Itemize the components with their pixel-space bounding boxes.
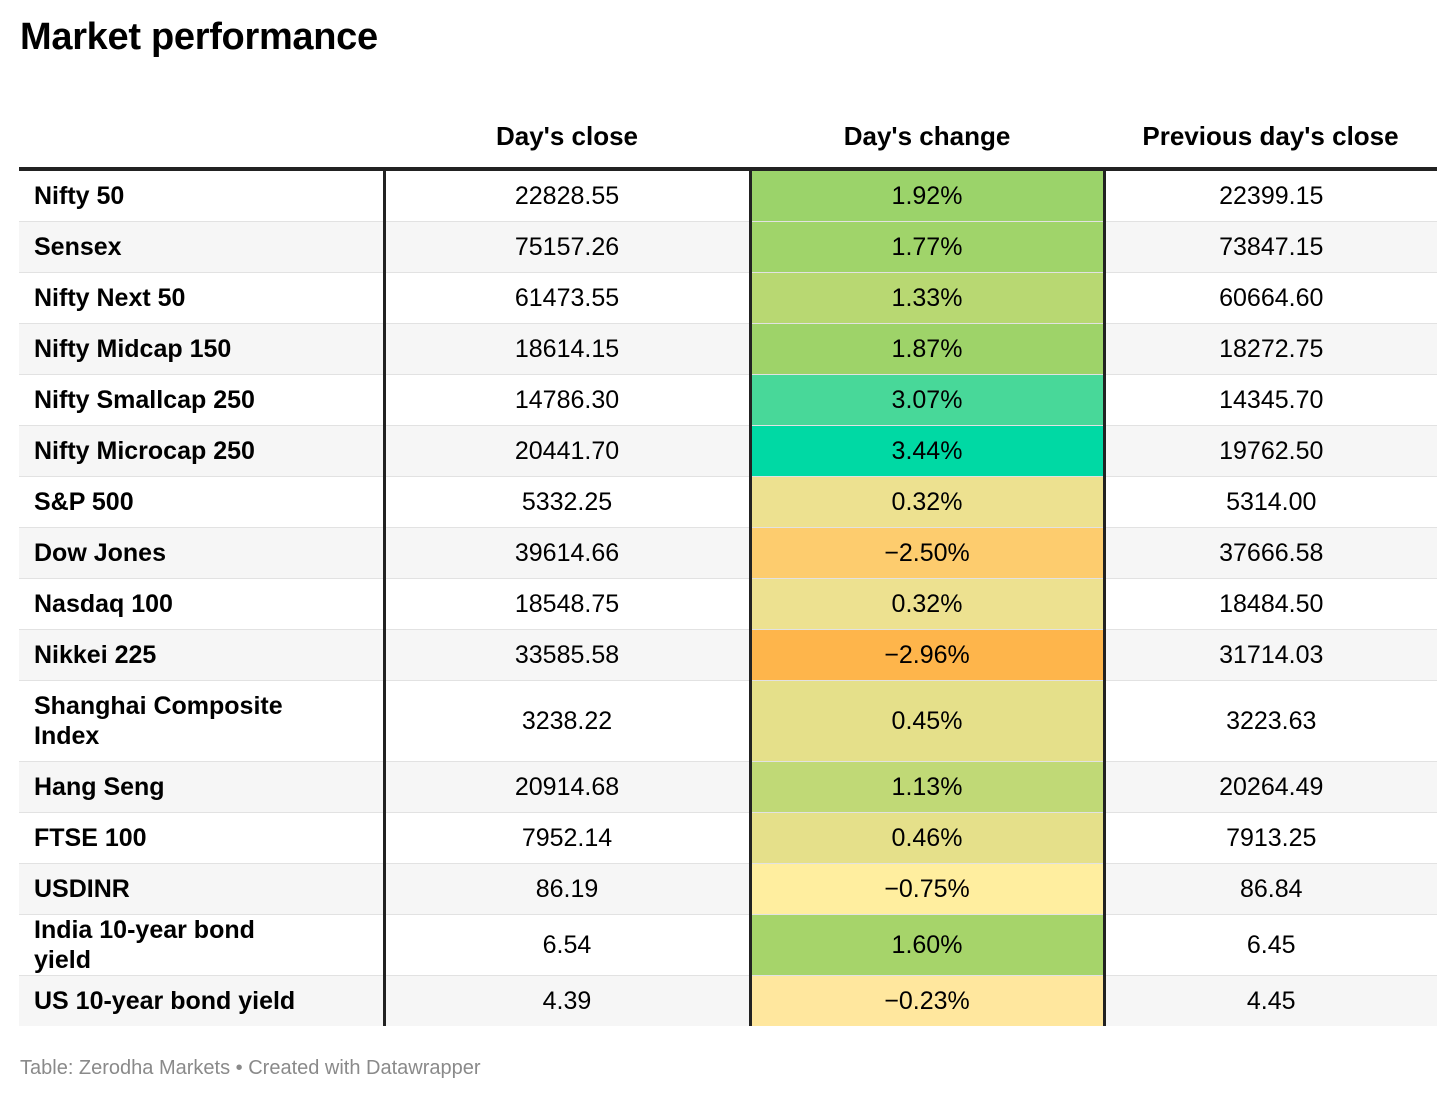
row-name: Hang Seng <box>19 761 386 813</box>
row-previous-close: 3223.63 <box>1104 680 1437 762</box>
table-row: Hang Seng 20914.68 1.13% 20264.49 <box>19 761 1437 813</box>
row-name: USDINR <box>19 863 386 915</box>
source-note: Table: Zerodha Markets • Created with Da… <box>20 1057 481 1079</box>
row-previous-close: 86.84 <box>1104 863 1437 915</box>
table-row: Shanghai Composite Index 3238.22 0.45% 3223… <box>19 680 1437 762</box>
row-days-change: 1.92% <box>750 169 1106 222</box>
header-previous-close: Previous day's close <box>1104 106 1437 171</box>
table-row: Nifty Next 50 61473.55 1.33% 60664.60 <box>19 272 1437 324</box>
row-days-change: 0.32% <box>750 476 1106 528</box>
row-name: Nifty Microcap 250 <box>19 425 386 477</box>
row-days-close: 3238.22 <box>384 680 752 762</box>
table-row: Dow Jones 39614.66 −2.50% 37666.58 <box>19 527 1437 579</box>
row-days-close: 20914.68 <box>384 761 752 813</box>
row-name: Nikkei 225 <box>19 629 386 681</box>
header-row: Day's close Day's change Previous day's … <box>19 106 1437 171</box>
table-row: Nikkei 225 33585.58 −2.96% 31714.03 <box>19 629 1437 681</box>
row-previous-close: 22399.15 <box>1104 169 1437 222</box>
row-days-close: 61473.55 <box>384 272 752 324</box>
row-days-close: 22828.55 <box>384 169 752 222</box>
row-name: Shanghai Composite Index <box>19 680 386 762</box>
row-days-close: 6.54 <box>384 914 752 976</box>
row-days-change: 1.13% <box>750 761 1106 813</box>
row-days-change: 3.44% <box>750 425 1106 477</box>
row-days-change: 1.60% <box>750 914 1106 976</box>
table-row: Nifty Midcap 150 18614.15 1.87% 18272.75 <box>19 323 1437 375</box>
row-name: US 10-year bond yield <box>19 975 386 1026</box>
row-days-change: 1.77% <box>750 221 1106 273</box>
row-days-change: −0.75% <box>750 863 1106 915</box>
row-days-change: 0.32% <box>750 578 1106 630</box>
row-previous-close: 73847.15 <box>1104 221 1437 273</box>
row-name: Sensex <box>19 221 386 273</box>
row-name: Nasdaq 100 <box>19 578 386 630</box>
table-row: FTSE 100 7952.14 0.46% 7913.25 <box>19 812 1437 864</box>
table-row: USDINR 86.19 −0.75% 86.84 <box>19 863 1437 915</box>
row-days-close: 39614.66 <box>384 527 752 579</box>
row-days-change: 1.87% <box>750 323 1106 375</box>
row-previous-close: 6.45 <box>1104 914 1437 976</box>
table-body: Nifty 50 22828.55 1.92% 22399.15 Sensex 75157… <box>19 169 1437 1026</box>
row-days-close: 33585.58 <box>384 629 752 681</box>
row-name: Nifty Midcap 150 <box>19 323 386 375</box>
row-previous-close: 31714.03 <box>1104 629 1437 681</box>
row-days-close: 18548.75 <box>384 578 752 630</box>
market-performance-table: Day's close Day's change Previous day's … <box>19 106 1437 1026</box>
row-previous-close: 60664.60 <box>1104 272 1437 324</box>
row-name: India 10-year bond yield <box>19 914 386 976</box>
table-row: Nifty 50 22828.55 1.92% 22399.15 <box>19 169 1437 222</box>
row-days-close: 7952.14 <box>384 812 752 864</box>
row-name: Nifty Next 50 <box>19 272 386 324</box>
row-days-close: 14786.30 <box>384 374 752 426</box>
row-days-close: 4.39 <box>384 975 752 1026</box>
row-previous-close: 18272.75 <box>1104 323 1437 375</box>
row-previous-close: 5314.00 <box>1104 476 1437 528</box>
row-days-change: −2.96% <box>750 629 1106 681</box>
row-previous-close: 14345.70 <box>1104 374 1437 426</box>
table-row: S&P 500 5332.25 0.32% 5314.00 <box>19 476 1437 528</box>
row-name: Nifty 50 <box>19 169 386 222</box>
chart-title: Market performance <box>20 16 378 58</box>
row-days-change: 0.45% <box>750 680 1106 762</box>
row-previous-close: 4.45 <box>1104 975 1437 1026</box>
row-name: Nifty Smallcap 250 <box>19 374 386 426</box>
row-days-close: 86.19 <box>384 863 752 915</box>
row-days-change: −2.50% <box>750 527 1106 579</box>
row-previous-close: 20264.49 <box>1104 761 1437 813</box>
header-name <box>19 106 384 171</box>
table-row: India 10-year bond yield 6.54 1.60% 6.45 <box>19 914 1437 976</box>
table-row: Nifty Microcap 250 20441.70 3.44% 19762.50 <box>19 425 1437 477</box>
header-days-close: Day's close <box>384 106 750 171</box>
row-previous-close: 18484.50 <box>1104 578 1437 630</box>
row-previous-close: 19762.50 <box>1104 425 1437 477</box>
row-days-change: 1.33% <box>750 272 1106 324</box>
row-days-close: 18614.15 <box>384 323 752 375</box>
row-days-change: 3.07% <box>750 374 1106 426</box>
table-row: US 10-year bond yield 4.39 −0.23% 4.45 <box>19 975 1437 1026</box>
row-name: S&P 500 <box>19 476 386 528</box>
row-days-close: 20441.70 <box>384 425 752 477</box>
row-previous-close: 7913.25 <box>1104 812 1437 864</box>
table-row: Sensex 75157.26 1.77% 73847.15 <box>19 221 1437 273</box>
row-days-close: 5332.25 <box>384 476 752 528</box>
table-row: Nasdaq 100 18548.75 0.32% 18484.50 <box>19 578 1437 630</box>
row-name: Dow Jones <box>19 527 386 579</box>
table-row: Nifty Smallcap 250 14786.30 3.07% 14345.70 <box>19 374 1437 426</box>
row-previous-close: 37666.58 <box>1104 527 1437 579</box>
row-name: FTSE 100 <box>19 812 386 864</box>
row-days-change: −0.23% <box>750 975 1106 1026</box>
row-days-change: 0.46% <box>750 812 1106 864</box>
header-days-change: Day's change <box>750 106 1104 171</box>
row-days-close: 75157.26 <box>384 221 752 273</box>
